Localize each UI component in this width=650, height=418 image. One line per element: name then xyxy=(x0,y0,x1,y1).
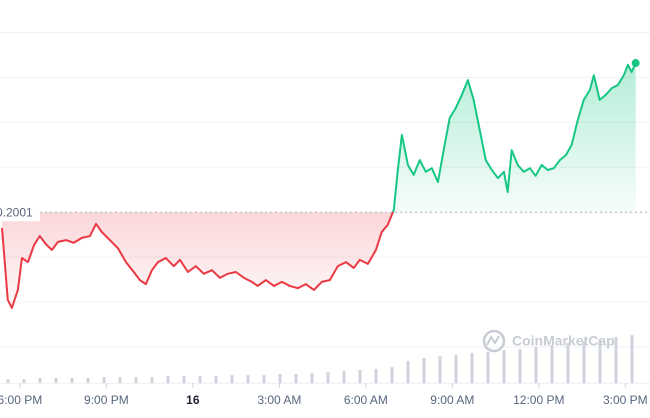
watermark-logo xyxy=(482,329,506,353)
x-tick-label: 16 xyxy=(186,393,200,407)
x-tick-label: 9:00 AM xyxy=(430,393,474,407)
volume-bar xyxy=(406,361,410,383)
x-tick-label: 3:00 PM xyxy=(603,393,648,407)
area-fill xyxy=(2,63,636,308)
volume-bar xyxy=(630,335,634,383)
x-tick-label: 3:00 AM xyxy=(257,393,301,407)
volume-bar xyxy=(262,375,266,383)
volume-bar xyxy=(198,376,202,383)
volume-bar xyxy=(118,377,122,383)
volume-bar xyxy=(534,347,538,383)
volume-bar xyxy=(246,375,250,383)
volume-bar xyxy=(566,343,570,383)
volume-bar xyxy=(582,341,586,383)
volume-bar xyxy=(374,369,378,383)
volume-bar xyxy=(614,337,618,383)
volume-bar xyxy=(294,374,298,383)
volume-bar xyxy=(150,377,154,383)
volume-bar xyxy=(86,378,90,383)
x-tick-label: 12:00 PM xyxy=(513,393,564,407)
volume-bar xyxy=(6,379,10,383)
volume-bar xyxy=(214,376,218,383)
volume-bar xyxy=(422,358,426,383)
last-price-dot xyxy=(631,59,640,68)
volume-bar xyxy=(550,345,554,383)
volume-bar xyxy=(102,377,106,383)
volume-bar xyxy=(390,367,394,383)
volume-bar xyxy=(310,373,314,383)
x-tick-label: 6:00 PM xyxy=(0,393,42,407)
volume-bar xyxy=(278,374,282,383)
volume-bar xyxy=(38,378,42,383)
volume-bar xyxy=(342,371,346,383)
volume-bar xyxy=(230,375,234,383)
volume-bar xyxy=(486,352,490,383)
volume-bar xyxy=(470,353,474,383)
volume-bar xyxy=(438,356,442,383)
baseline-label: 0.2001 xyxy=(0,205,33,219)
volume-bar xyxy=(454,355,458,383)
volume-bar xyxy=(134,377,138,383)
watermark: CoinMarketCap xyxy=(512,333,615,349)
volume-bar xyxy=(54,378,58,383)
volume-bar xyxy=(166,376,170,383)
volume-bar xyxy=(502,350,506,383)
volume-bar xyxy=(358,370,362,383)
x-tick-label: 6:00 AM xyxy=(344,393,388,407)
volume-bar xyxy=(598,339,602,383)
baseline-label-bg xyxy=(0,203,40,222)
volume-bar xyxy=(70,378,74,383)
x-tick-label: 9:00 PM xyxy=(84,393,129,407)
volume-bar xyxy=(182,376,186,383)
price-line xyxy=(1,62,637,309)
volume-bar xyxy=(518,349,522,383)
volume-bar xyxy=(326,372,330,383)
volume-bar xyxy=(22,379,26,383)
